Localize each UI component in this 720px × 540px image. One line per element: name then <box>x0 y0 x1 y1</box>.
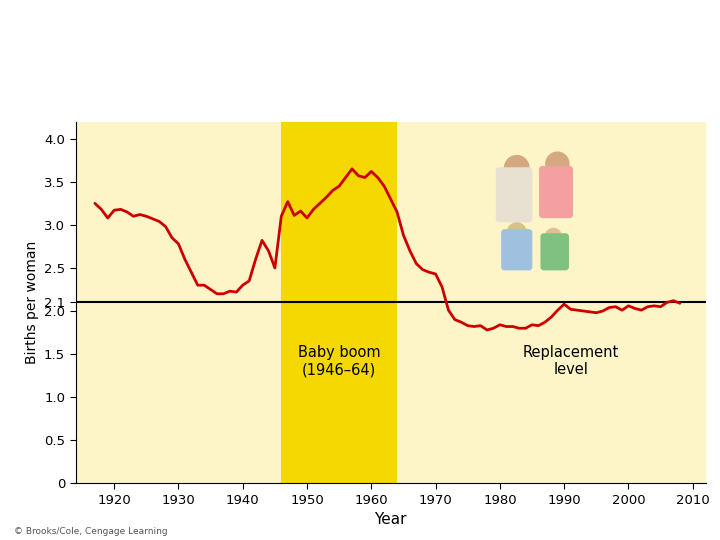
Y-axis label: Births per woman: Births per woman <box>24 241 38 364</box>
Text: Baby boom
(1946–64): Baby boom (1946–64) <box>298 345 380 377</box>
Text: Replacement
level: Replacement level <box>523 345 618 377</box>
X-axis label: Year: Year <box>374 512 407 527</box>
Text: and 2008: and 2008 <box>18 70 156 96</box>
Text: TFR Rates for the U.S. between 1917: TFR Rates for the U.S. between 1917 <box>18 23 568 49</box>
Bar <box>282 122 397 483</box>
Text: © Brooks/Cole, Cengage Learning: © Brooks/Cole, Cengage Learning <box>14 526 168 536</box>
